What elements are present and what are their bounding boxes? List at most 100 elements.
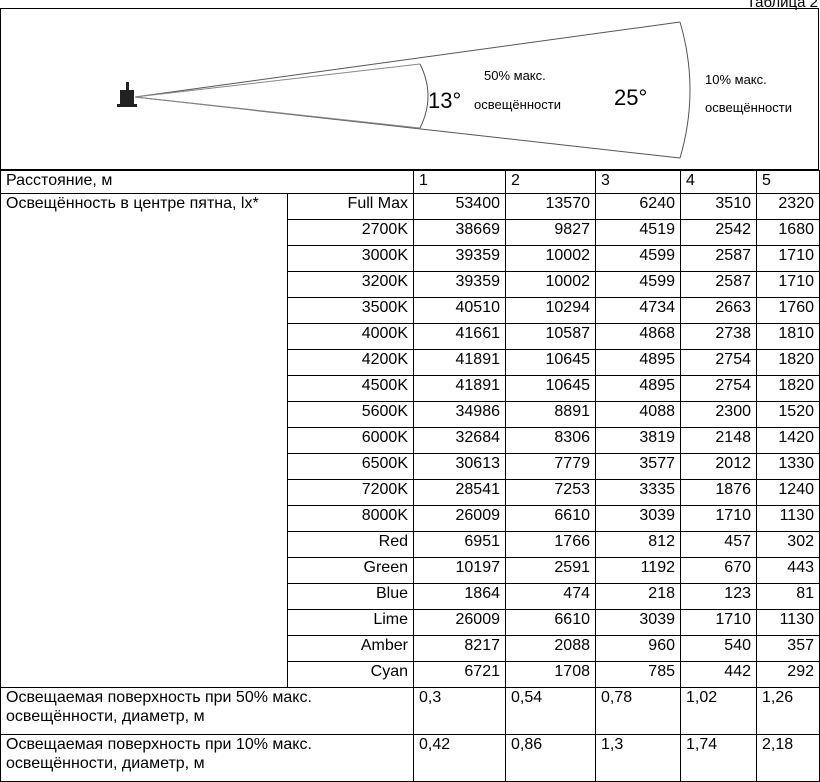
- value-cell: 1680: [756, 219, 820, 246]
- value-cell: 2587: [680, 271, 757, 298]
- outer-label: 10% макс.: [705, 72, 767, 87]
- value-cell: 2012: [680, 453, 757, 480]
- table-row: 7200K 28541 7253 3335 1876 1240: [1, 479, 820, 506]
- value-cell: 4895: [595, 375, 681, 402]
- table-row: 3000K 39359 10002 4599 2587 1710: [1, 245, 820, 272]
- value-cell: 10002: [505, 245, 596, 272]
- value-cell: 1192: [595, 557, 681, 584]
- value-cell: 1710: [756, 245, 820, 272]
- value-cell: 10294: [505, 297, 596, 324]
- value-cell: 41891: [413, 375, 506, 402]
- value-cell: 2754: [680, 375, 757, 402]
- value-cell: 812: [595, 531, 681, 558]
- value-cell: 4599: [595, 245, 681, 272]
- inner-cone-arc: [419, 63, 429, 129]
- value-cell: 1130: [756, 505, 820, 532]
- table-row: 6000K 32684 8306 3819 2148 1420: [1, 427, 820, 454]
- beam-edge: [134, 21, 681, 98]
- table-row: 4500K 41891 10645 4895 2754 1820: [1, 375, 820, 402]
- value-cell: 540: [680, 635, 757, 662]
- table-row: Amber 8217 2088 960 540 357: [1, 635, 820, 662]
- table-row: 4000K 41661 10587 4868 2738 1810: [1, 323, 820, 350]
- value-cell: 3039: [595, 609, 681, 636]
- value-cell: 3577: [595, 453, 681, 480]
- value-cell: 1820: [756, 349, 820, 376]
- value-cell: 4868: [595, 323, 681, 350]
- value-cell: 10645: [505, 349, 596, 376]
- value-cell: 38669: [413, 219, 506, 246]
- table-row: 4200K 41891 10645 4895 2754 1820: [1, 349, 820, 376]
- value-cell: 40510: [413, 297, 506, 324]
- value-cell: 443: [756, 557, 820, 584]
- row-label: 3500K: [287, 297, 414, 324]
- value-cell: 3039: [595, 505, 681, 532]
- value-cell: 0,54: [505, 687, 596, 735]
- group-label: Освещённость в центре пятна, lx*: [0, 193, 288, 688]
- value-cell: 442: [680, 661, 757, 688]
- beam-inner-edge: [134, 63, 421, 98]
- row-label: Cyan: [287, 661, 414, 688]
- value-cell: 8217: [413, 635, 506, 662]
- value-cell: 39359: [413, 271, 506, 298]
- table-row: Cyan 6721 1708 785 442 292: [1, 661, 820, 688]
- value-cell: 3819: [595, 427, 681, 454]
- row-label: Green: [287, 557, 414, 584]
- value-cell: 670: [680, 557, 757, 584]
- value-cell: 2088: [505, 635, 596, 662]
- value-cell: 1710: [680, 505, 757, 532]
- value-cell: 41891: [413, 349, 506, 376]
- value-cell: 1760: [756, 297, 820, 324]
- value-cell: 1,3: [595, 734, 681, 782]
- value-cell: 1876: [680, 479, 757, 506]
- value-cell: 39359: [413, 245, 506, 272]
- inner-angle: 13°: [428, 88, 461, 113]
- row-label: Освещаемая поверхность при 10% макс. осв…: [0, 734, 414, 782]
- value-cell: 32684: [413, 427, 506, 454]
- row-label: Lime: [287, 609, 414, 636]
- table-row: Освещённость в центре пятна, lx* Full Max…: [0, 193, 820, 688]
- outer-label: освещённости: [705, 100, 792, 115]
- value-cell: 2591: [505, 557, 596, 584]
- value-cell: 2542: [680, 219, 757, 246]
- table-row: 3500K 40510 10294 4734 2663 1760: [1, 297, 820, 324]
- table-row: Red 6951 1766 812 457 302: [1, 531, 820, 558]
- table-row: Blue 1864 474 218 123 81: [1, 583, 820, 610]
- value-cell: 1708: [505, 661, 596, 688]
- row-label: 5600K: [287, 401, 414, 428]
- value-cell: 1710: [756, 271, 820, 298]
- value-cell: 26009: [413, 505, 506, 532]
- value-cell: 1240: [756, 479, 820, 506]
- distance-header: 3: [595, 170, 681, 194]
- projector-icon: [117, 82, 137, 107]
- value-cell: 26009: [413, 609, 506, 636]
- value-cell: 81: [756, 583, 820, 610]
- value-cell: 53400: [413, 193, 506, 220]
- row-label: Red: [287, 531, 414, 558]
- row-label: Blue: [287, 583, 414, 610]
- table-caption: Таблица 2: [746, 0, 818, 11]
- value-cell: 1130: [756, 609, 820, 636]
- beam-inner-edge: [134, 96, 421, 129]
- value-cell: 1520: [756, 401, 820, 428]
- value-cell: 0,78: [595, 687, 681, 735]
- value-cell: 2587: [680, 245, 757, 272]
- value-cell: 2663: [680, 297, 757, 324]
- value-cell: 302: [756, 531, 820, 558]
- value-cell: 0,42: [413, 734, 506, 782]
- value-cell: 9827: [505, 219, 596, 246]
- value-cell: 13570: [505, 193, 596, 220]
- value-cell: 7253: [505, 479, 596, 506]
- inner-label: освещённости: [474, 97, 561, 112]
- row-label: 6000K: [287, 427, 414, 454]
- distance-header: 4: [680, 170, 757, 194]
- table-row: 6500K 30613 7779 3577 2012 1330: [1, 453, 820, 480]
- outer-cone-arc: [679, 21, 691, 159]
- table-row: 3200K 39359 10002 4599 2587 1710: [1, 271, 820, 298]
- value-cell: 1766: [505, 531, 596, 558]
- value-cell: 1810: [756, 323, 820, 350]
- value-cell: 3510: [680, 193, 757, 220]
- row-label: 4500K: [287, 375, 414, 402]
- beam-diagram: 13° 50% макс. освещённости 25° 10% макс.…: [0, 8, 819, 170]
- table-row: Lime 26009 6610 3039 1710 1130: [1, 609, 820, 636]
- value-cell: 1,02: [680, 687, 757, 735]
